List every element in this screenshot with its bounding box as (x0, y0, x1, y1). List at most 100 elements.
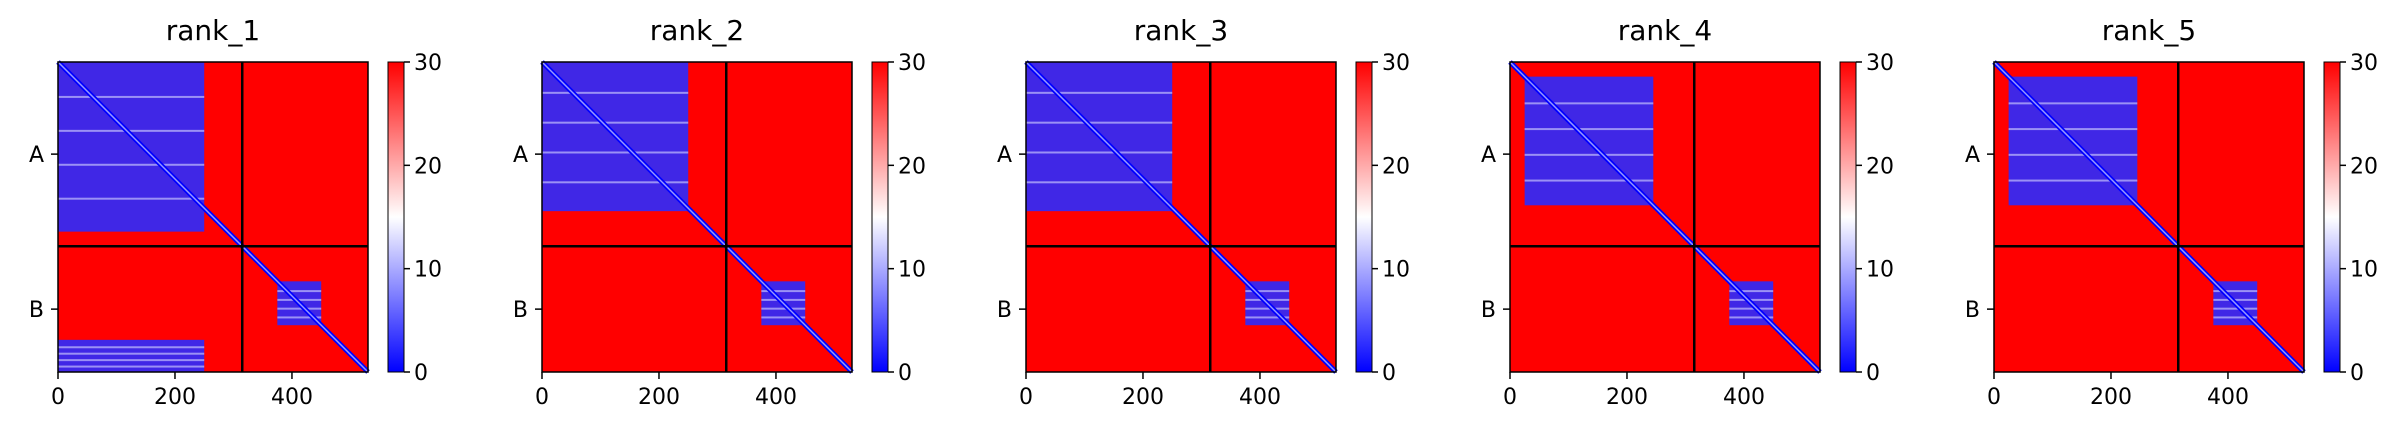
texture-stripe (2213, 307, 2258, 310)
texture-stripe (542, 181, 689, 184)
colorbar-tick-label: 0 (2350, 361, 2364, 386)
plot-frame (1993, 61, 2305, 373)
texture-stripe (542, 151, 689, 154)
x-tick-label: 200 (154, 385, 196, 410)
colorbar-tick-label: 10 (1866, 258, 1894, 283)
colorbar-tick-label: 0 (1866, 361, 1880, 386)
texture-stripe (1524, 153, 1654, 156)
texture-stripe (58, 365, 205, 368)
x-tick-label: 400 (2207, 385, 2249, 410)
low-error-block (58, 62, 205, 232)
chart-title: rank_3 (1133, 14, 1229, 47)
x-tick-label: 200 (1606, 385, 1648, 410)
texture-stripe (1026, 151, 1173, 154)
colorbar-tick-label: 20 (1382, 154, 1410, 179)
texture-stripe (2008, 179, 2138, 182)
x-tick-label: 400 (1723, 385, 1765, 410)
x-tick-label: 200 (1122, 385, 1164, 410)
texture-stripe (1245, 290, 1290, 293)
colorbar-tick-label: 20 (414, 154, 442, 179)
x-tick-label: 400 (271, 385, 313, 410)
panel-rank_3: rank_3 0 200 400 A B 0 10 20 30 (988, 0, 1468, 438)
texture-stripe (1729, 307, 1774, 310)
texture-stripe (1729, 316, 1774, 319)
colorbar (1839, 61, 1857, 373)
x-tick-label: 200 (2090, 385, 2132, 410)
x-tick-label: 200 (638, 385, 680, 410)
texture-stripe (2008, 102, 2138, 105)
heatmap-svg: 0 200 400 A B 0 10 20 30 (1965, 51, 2378, 410)
panel-rank_2: rank_2 0 200 400 A B 0 10 20 30 (504, 0, 984, 438)
colorbar-tick-label: 30 (898, 51, 926, 76)
colorbar-tick-label: 0 (1382, 361, 1396, 386)
y-tick-label: A (29, 143, 44, 168)
texture-stripe (1026, 181, 1173, 184)
y-tick-label: B (1481, 298, 1496, 323)
texture-stripe (58, 359, 205, 362)
plot-frame (541, 61, 853, 373)
diagonal-highlight (541, 61, 853, 373)
heatmap-svg: 0 200 400 A B 0 10 20 30 (513, 51, 926, 410)
chart-title: rank_1 (165, 14, 261, 47)
texture-stripe (58, 197, 205, 200)
texture-stripe (58, 163, 205, 166)
y-tick-label: A (997, 143, 1012, 168)
x-tick-label: 0 (1019, 385, 1033, 410)
colorbar (2323, 61, 2341, 373)
chart-title: rank_5 (2101, 14, 2197, 47)
colorbar-tick-label: 30 (1382, 51, 1410, 76)
y-tick-label: A (1481, 143, 1496, 168)
texture-stripe (58, 352, 205, 355)
colorbar (871, 61, 889, 373)
texture-stripe (1524, 179, 1654, 182)
colorbar-tick-label: 30 (1866, 51, 1894, 76)
colorbar-tick-label: 20 (2350, 154, 2378, 179)
texture-stripe (277, 290, 322, 293)
y-tick-label: B (29, 298, 44, 323)
texture-stripe (2008, 128, 2138, 131)
y-tick-label: B (997, 298, 1012, 323)
diagonal-highlight (1509, 61, 1821, 373)
texture-stripe (1245, 307, 1290, 310)
texture-stripe (542, 121, 689, 124)
diagonal-highlight (57, 61, 369, 373)
colorbar-tick-label: 10 (414, 258, 442, 283)
x-tick-label: 400 (1239, 385, 1281, 410)
colorbar-tick-label: 30 (2350, 51, 2378, 76)
texture-stripe (1026, 121, 1173, 124)
texture-stripe (58, 95, 205, 98)
colorbar-tick-label: 20 (1866, 154, 1894, 179)
heatmap-svg: 0 200 400 A B 0 10 20 30 (997, 51, 1410, 410)
heatmap-svg: 0 200 400 A B 0 10 20 30 (29, 51, 442, 410)
texture-stripe (1026, 91, 1173, 94)
texture-stripe (2213, 316, 2258, 319)
x-tick-label: 0 (535, 385, 549, 410)
texture-stripe (2008, 153, 2138, 156)
colorbar-tick-label: 0 (898, 361, 912, 386)
texture-stripe (1524, 102, 1654, 105)
y-tick-label: B (1965, 298, 1980, 323)
texture-stripe (1245, 316, 1290, 319)
y-tick-label: A (1965, 143, 1980, 168)
chart-title: rank_2 (649, 14, 745, 47)
x-tick-label: 0 (1987, 385, 2001, 410)
plot-frame (57, 61, 369, 373)
texture-stripe (1729, 290, 1774, 293)
texture-stripe (277, 316, 322, 319)
texture-stripe (761, 307, 806, 310)
texture-stripe (1524, 128, 1654, 131)
texture-stripe (2213, 290, 2258, 293)
panel-rank_4: rank_4 0 200 400 A B 0 10 20 30 (1472, 0, 1952, 438)
diagonal-highlight (1025, 61, 1337, 373)
heatmap-svg: 0 200 400 A B 0 10 20 30 (1481, 51, 1894, 410)
colorbar-tick-label: 20 (898, 154, 926, 179)
texture-stripe (542, 91, 689, 94)
panel-rank_5: rank_5 0 200 400 A B 0 10 20 30 (1956, 0, 2401, 438)
texture-stripe (58, 129, 205, 132)
texture-stripe (761, 290, 806, 293)
colorbar (1355, 61, 1373, 373)
texture-stripe (58, 346, 205, 349)
y-tick-label: A (513, 143, 528, 168)
y-tick-label: B (513, 298, 528, 323)
